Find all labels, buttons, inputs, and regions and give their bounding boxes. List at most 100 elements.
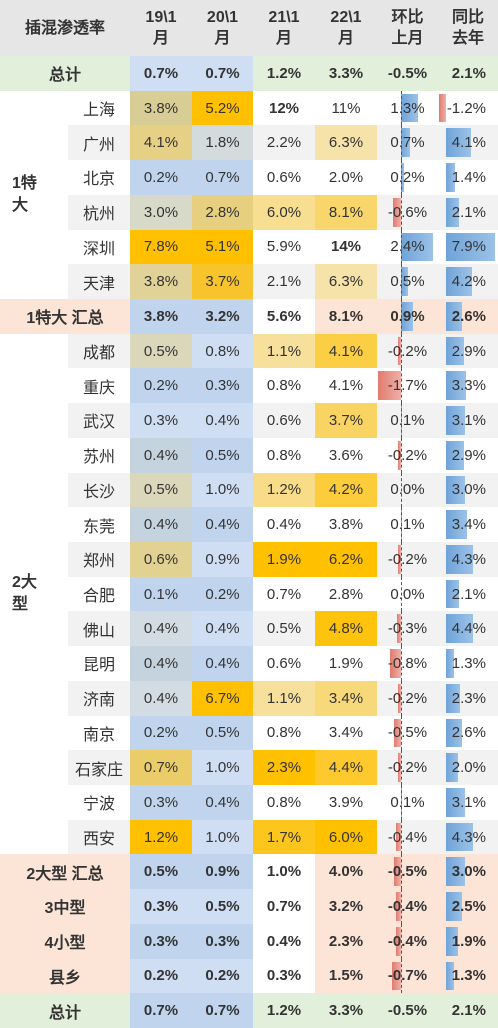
cell: 5.2% <box>192 90 253 126</box>
data-bar <box>401 232 434 262</box>
cell <box>377 750 438 785</box>
cell-text: 0.0% <box>390 481 425 499</box>
cell-text: 2.9% <box>451 342 486 360</box>
cell: 1.9% <box>328 654 364 672</box>
cell: 0.8% <box>266 377 302 395</box>
cell: 3.8% <box>328 516 364 534</box>
cell: 7.8% <box>130 229 192 265</box>
cell: 2.2% <box>253 125 315 161</box>
cell-text: 2.4% <box>390 238 425 256</box>
data-bar <box>398 683 401 713</box>
header-cell: 同比 去年 <box>438 0 498 56</box>
header-cell: 环比 上月 <box>377 0 438 56</box>
cell: 0.4% <box>192 611 253 647</box>
cell: 6.3% <box>315 264 377 299</box>
cell: 3.7% <box>192 264 253 299</box>
data-bar <box>446 926 458 956</box>
data-bar <box>401 267 408 296</box>
cell: 2.1% <box>253 264 315 299</box>
header-cell: 19\1 月 <box>130 0 192 56</box>
cell-text: 2.1% <box>451 585 486 603</box>
cell: 0.7% <box>130 750 192 785</box>
cell: 0.4% <box>192 507 253 542</box>
cell <box>377 472 438 508</box>
zero-line <box>401 90 402 126</box>
header-line: 上月 <box>391 30 424 47</box>
cell-text: 0.2% <box>390 168 425 186</box>
cell: 3.8% <box>130 90 192 126</box>
cell: 0.6% <box>253 646 315 681</box>
header-corner: 插混渗透率 <box>0 0 130 56</box>
cell: 0.3% <box>130 785 192 820</box>
cell: 5.6% <box>253 299 315 334</box>
cell: 0.2% <box>130 368 192 404</box>
cell <box>438 90 498 126</box>
cell: 2.8% <box>328 585 364 603</box>
cell <box>438 993 498 1028</box>
cell: 6.7% <box>192 680 253 716</box>
cell-text: 2.6% <box>451 307 486 325</box>
cell-text: 3.0% <box>451 863 486 881</box>
cell: 0.2% <box>130 160 192 195</box>
zero-line <box>401 368 402 404</box>
cell: 1.1% <box>253 333 315 369</box>
zero-line <box>401 611 402 647</box>
cell <box>377 542 438 577</box>
zero-line <box>401 680 402 716</box>
data-bar <box>446 232 495 262</box>
data-bar <box>394 857 401 887</box>
row-label: 北京 <box>68 160 130 195</box>
cell: 0.7% <box>192 56 253 91</box>
cell-text: 7.9% <box>451 238 486 256</box>
cell-text: 2.1% <box>451 203 486 221</box>
cell <box>377 993 438 1028</box>
cell-text: -1.7% <box>387 377 428 395</box>
cell-text: 0.0% <box>390 585 425 603</box>
cell: 0.5% <box>253 611 315 647</box>
cell: 0.6% <box>253 403 315 438</box>
data-bar <box>446 614 474 644</box>
cell-text: -0.5% <box>387 724 428 742</box>
cell: 3.8% <box>130 264 192 299</box>
row-label: 4小型 <box>0 923 130 959</box>
data-bar <box>446 267 473 296</box>
header-line: 21\1 <box>268 9 300 26</box>
cell-text: 2.6% <box>451 724 486 742</box>
cell: 0.1% <box>130 576 192 612</box>
cell: 0.7% <box>253 889 315 924</box>
cell: 3.6% <box>328 446 364 464</box>
data-bar <box>446 718 463 748</box>
data-bar <box>395 892 401 921</box>
cell: 0.4% <box>130 507 192 542</box>
data-bar <box>446 406 466 435</box>
cell: 0.2% <box>192 576 253 612</box>
cell: 0.8% <box>266 793 302 811</box>
row-label: 长沙 <box>68 472 130 508</box>
data-bar <box>398 440 401 470</box>
cell: 8.1% <box>315 299 377 334</box>
header-line: 月 <box>152 30 169 47</box>
cell: 3.2% <box>192 299 253 334</box>
cell: 0.5% <box>192 715 253 751</box>
data-bar <box>446 545 473 574</box>
cell-text: 2.1% <box>451 64 486 82</box>
cell: 0.9% <box>192 854 253 890</box>
cell <box>377 333 438 369</box>
cell-text: -0.5% <box>387 64 428 82</box>
cell: 0.7% <box>192 993 253 1028</box>
zero-line <box>401 576 402 612</box>
cell-text: 1.4% <box>451 168 486 186</box>
data-bar <box>446 579 460 609</box>
cell: 0.8% <box>192 333 253 369</box>
cell: 0.9% <box>192 542 253 577</box>
header-cell: 22\1 月 <box>315 0 377 56</box>
cell: 0.5% <box>130 472 192 508</box>
data-bar <box>446 892 462 921</box>
row-label: 佛山 <box>68 611 130 647</box>
row-label: 3中型 <box>0 889 130 924</box>
cell <box>438 56 498 91</box>
cell-text: -0.4% <box>387 897 428 915</box>
zero-line <box>401 715 402 751</box>
header-line: 20\1 <box>206 9 239 26</box>
